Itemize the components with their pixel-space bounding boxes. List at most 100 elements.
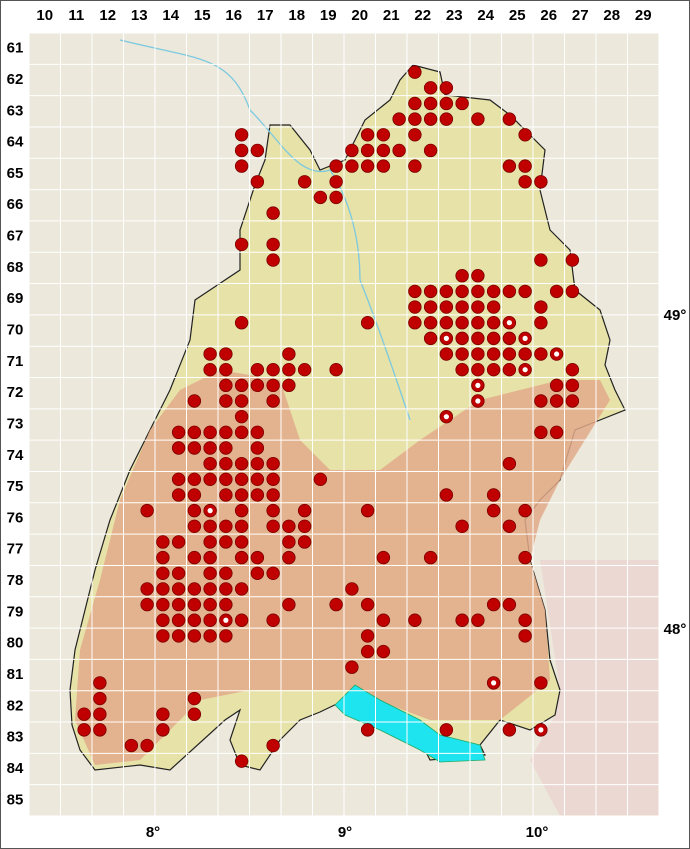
record-dot [156, 550, 170, 565]
record-dot [187, 613, 202, 627]
column-label: 13 [131, 7, 148, 24]
record-dot [171, 566, 186, 580]
column-label: 23 [446, 7, 463, 24]
row-label: 84 [7, 760, 24, 777]
record-dot [171, 425, 186, 440]
record-dot [219, 519, 233, 533]
record-dot [486, 362, 501, 377]
record-dot [282, 550, 296, 565]
open-dot-center [223, 617, 229, 623]
record-dot [219, 441, 233, 455]
record-dot [534, 425, 548, 440]
record-dot [360, 723, 375, 737]
record-dot [502, 284, 517, 299]
record-dot [171, 441, 186, 455]
record-dot [124, 738, 139, 753]
record-dot [266, 362, 280, 377]
record-dot [360, 143, 375, 158]
record-dot [140, 582, 154, 596]
row-label: 66 [7, 196, 24, 213]
record-dot [282, 362, 296, 377]
record-dot [203, 550, 217, 565]
column-label: 24 [477, 7, 494, 24]
record-dot [502, 597, 517, 612]
record-dot [423, 81, 438, 95]
record-dot [502, 347, 517, 361]
record-dot [534, 253, 548, 267]
record-dot [156, 707, 170, 721]
record-dot [234, 754, 249, 768]
record-dot [297, 362, 312, 377]
record-dot [266, 738, 280, 753]
record-dot [518, 629, 532, 643]
column-label: 18 [288, 7, 305, 24]
row-label: 63 [7, 102, 24, 119]
record-dot [471, 112, 485, 126]
record-dot [565, 378, 580, 393]
column-label: 19 [320, 7, 337, 24]
record-dot [93, 676, 107, 690]
record-dot [439, 347, 454, 361]
record-dot [360, 316, 375, 330]
record-dot [518, 503, 532, 518]
record-dot [234, 143, 249, 158]
record-dot [471, 362, 485, 377]
record-dot [234, 409, 249, 424]
record-dot [250, 550, 265, 565]
record-dot [518, 175, 532, 189]
record-dot [408, 128, 422, 142]
record-dot [266, 503, 280, 518]
record-dot [471, 613, 485, 627]
record-dot [234, 237, 249, 252]
record-dot [486, 488, 501, 502]
record-dot [518, 159, 532, 173]
record-dot [376, 128, 391, 142]
record-dot [423, 316, 438, 330]
record-dot [486, 347, 501, 361]
record-dot [156, 566, 170, 580]
neighbour-relief [530, 560, 659, 816]
row-label: 77 [7, 541, 24, 558]
record-dot [549, 284, 564, 299]
record-dot [360, 629, 375, 643]
open-dot-center [554, 351, 560, 357]
record-dot [502, 519, 517, 533]
record-dot [297, 535, 312, 549]
record-dot [518, 347, 532, 361]
record-dot [518, 128, 532, 142]
record-dot [203, 347, 217, 361]
record-dot [156, 582, 170, 596]
record-dot [234, 425, 249, 440]
record-dot [266, 237, 280, 252]
record-dot [297, 503, 312, 518]
column-label: 20 [351, 7, 368, 24]
record-dot [345, 159, 359, 173]
records [77, 65, 580, 768]
record-dot [203, 519, 217, 533]
record-dot [140, 738, 154, 753]
row-label: 68 [7, 259, 24, 276]
record-dot [171, 629, 186, 643]
record-dot [439, 284, 454, 299]
column-label: 27 [572, 7, 589, 24]
record-dot [502, 331, 517, 346]
open-dot-center [443, 335, 449, 341]
column-label: 28 [603, 7, 620, 24]
record-dot [171, 472, 186, 487]
record-dot [376, 613, 391, 627]
record-dot [219, 347, 233, 361]
record-dot [534, 300, 548, 314]
longitude-label: 10° [526, 824, 549, 841]
column-label: 26 [540, 7, 557, 24]
record-dot [171, 535, 186, 549]
record-dot [234, 535, 249, 549]
record-dot [203, 472, 217, 487]
record-dot [439, 81, 454, 95]
record-dot [77, 707, 91, 721]
record-dot [93, 691, 107, 706]
record-dot [203, 456, 217, 471]
record-dot [187, 597, 202, 612]
record-dot [455, 284, 469, 299]
record-dot [234, 613, 249, 627]
record-dot [93, 723, 107, 737]
